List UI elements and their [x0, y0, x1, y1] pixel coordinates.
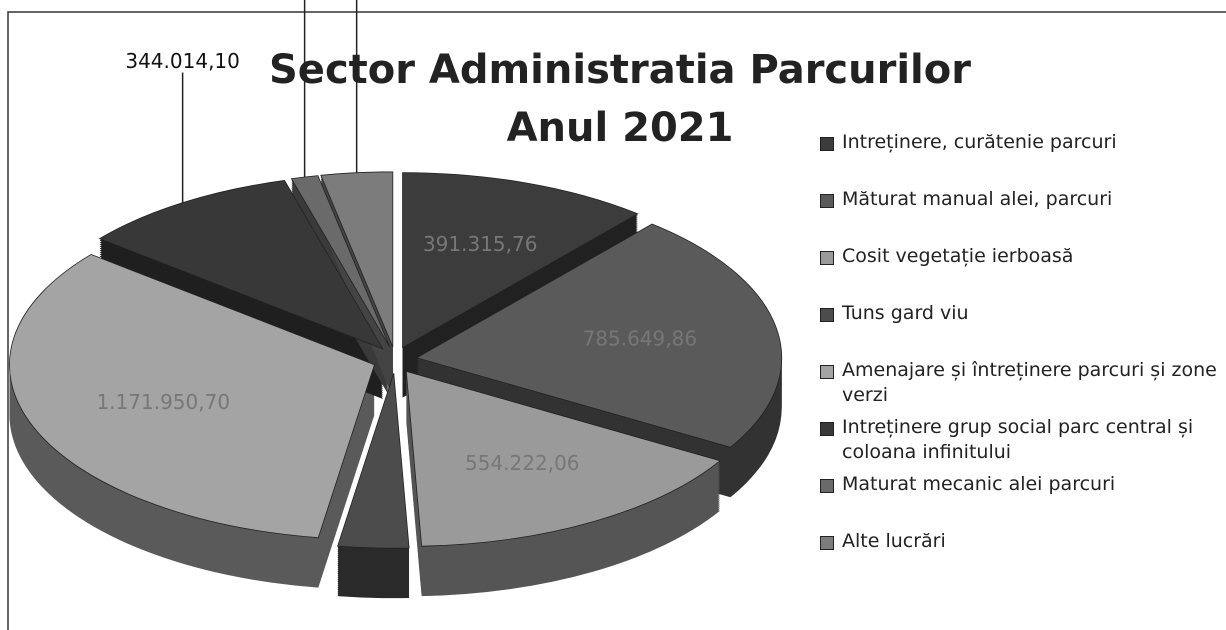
slice	[405, 370, 721, 547]
legend-swatch	[820, 422, 834, 436]
legend-label: Maturat mecanic alei parcuri	[842, 473, 1116, 495]
legend-label: Cosit vegetație ierboasă	[842, 245, 1074, 267]
legend-swatch	[820, 308, 834, 322]
data-label: 785.649,86	[583, 326, 698, 350]
legend-swatch	[820, 536, 834, 550]
legend-swatch	[820, 194, 834, 208]
slice	[98, 180, 384, 350]
legend-item: Alte lucrări	[820, 529, 1220, 586]
legend-label: Tuns gard viu	[842, 302, 969, 324]
legend-item: Tuns gard viu	[820, 301, 1220, 358]
legend-item: Măturat manual alei, parcuri	[820, 187, 1220, 244]
data-label: 554.222,06	[465, 451, 580, 475]
legend-label: Alte lucrări	[842, 530, 946, 552]
legend-item: Intreținere, curătenie parcuri	[820, 130, 1220, 187]
slice	[9, 253, 375, 539]
data-label: 391.315,76	[423, 232, 538, 256]
legend-item: Maturat mecanic alei parcuri	[820, 472, 1220, 529]
legend-swatch	[820, 251, 834, 265]
legend-item: Cosit vegetație ierboasă	[820, 244, 1220, 301]
slice	[320, 171, 394, 348]
chart-subtitle: Anul 2021	[507, 105, 734, 151]
legend-swatch	[820, 137, 834, 151]
legend-label: Măturat manual alei, parcuri	[842, 188, 1113, 210]
legend-label: Intreținere grup social parc central și …	[842, 416, 1194, 463]
data-label: 41.564,88	[254, 0, 356, 1]
legend-label: Amenajare și întreținere parcuri și zone…	[842, 359, 1217, 406]
frame	[7, 11, 1226, 630]
legend-item: Amenajare și întreținere parcuri și zone…	[820, 358, 1220, 415]
legend: Intreținere, curătenie parcuri Măturat ma…	[820, 130, 1220, 586]
slice	[415, 223, 783, 448]
legend-swatch	[820, 479, 834, 493]
legend-swatch	[820, 365, 834, 379]
legend-item: Intreținere grup social parc central și …	[820, 415, 1220, 472]
data-label: 1.171.950,70	[96, 390, 230, 414]
data-label: 344.014,10	[125, 49, 240, 73]
legend-label: Intreținere, curătenie parcuri	[842, 131, 1117, 153]
chart-title: Sector Administratia Parcurilor	[269, 47, 971, 93]
slice	[337, 373, 410, 549]
slice	[402, 172, 639, 349]
